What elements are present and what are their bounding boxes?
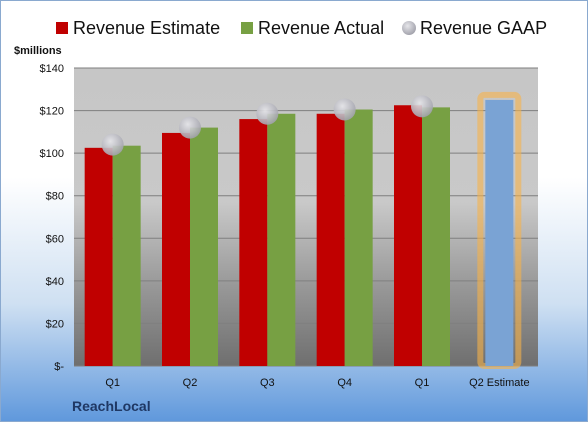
- unit-label: $millions: [14, 45, 62, 57]
- bar-revenue-estimate: [239, 119, 268, 366]
- x-tick-label: Q1: [105, 377, 120, 389]
- bar-revenue-actual: [190, 127, 218, 366]
- y-tick-label: $40: [46, 276, 64, 288]
- grid-lines: [74, 67, 538, 367]
- marker-revenue-gaap: [411, 95, 433, 118]
- brand-label: ReachLocal: [72, 398, 151, 414]
- plot-area: [74, 68, 538, 366]
- legend-swatch-revenue-actual: [241, 22, 253, 34]
- marker-revenue-gaap: [333, 98, 356, 121]
- y-tick-label: $-: [54, 361, 64, 373]
- y-tick-label: $100: [40, 148, 64, 160]
- bar-q2-estimate: [485, 99, 514, 366]
- bar-revenue-actual: [344, 109, 373, 366]
- legend-swatch-revenue-estimate: [56, 22, 68, 34]
- marker-revenue-gaap: [256, 102, 279, 125]
- bar-revenue-estimate: [84, 147, 113, 366]
- gaap-markers: [101, 95, 433, 156]
- y-tick-label: $60: [46, 233, 64, 245]
- legend-swatch-revenue-gaap: [402, 21, 416, 35]
- bar-revenue-estimate: [394, 105, 422, 366]
- bar-revenue-actual: [422, 107, 450, 366]
- legend: Revenue Estimate Revenue Actual Revenue GA…: [56, 18, 547, 38]
- bar-revenue-estimate: [162, 132, 190, 366]
- x-tick-label: Q3: [260, 377, 275, 389]
- bars: [84, 91, 522, 370]
- x-tick-label: Q1: [415, 377, 430, 389]
- legend-label: Revenue Actual: [258, 18, 384, 38]
- bar-revenue-actual: [267, 113, 296, 366]
- x-tick-label: Q2: [183, 377, 198, 389]
- y-tick-label: $140: [40, 63, 64, 75]
- y-tick-label: $80: [46, 191, 64, 203]
- legend-label: Revenue GAAP: [420, 18, 547, 38]
- legend-label: Revenue Estimate: [73, 18, 220, 38]
- marker-revenue-gaap: [179, 116, 201, 139]
- marker-revenue-gaap: [101, 133, 124, 156]
- x-tick-label: Q2 Estimate: [469, 377, 530, 389]
- y-axis-tick-labels: $- $20 $40 $60 $80 $100 $120 $140: [40, 63, 65, 373]
- bar-revenue-actual: [112, 145, 141, 366]
- y-tick-label: $120: [40, 106, 64, 118]
- x-tick-label: Q4: [337, 377, 352, 389]
- x-axis-tick-labels: Q1 Q2 Q3 Q4 Q1 Q2 Estimate: [105, 377, 529, 389]
- y-tick-label: $20: [46, 318, 64, 330]
- bar-revenue-estimate: [316, 113, 345, 366]
